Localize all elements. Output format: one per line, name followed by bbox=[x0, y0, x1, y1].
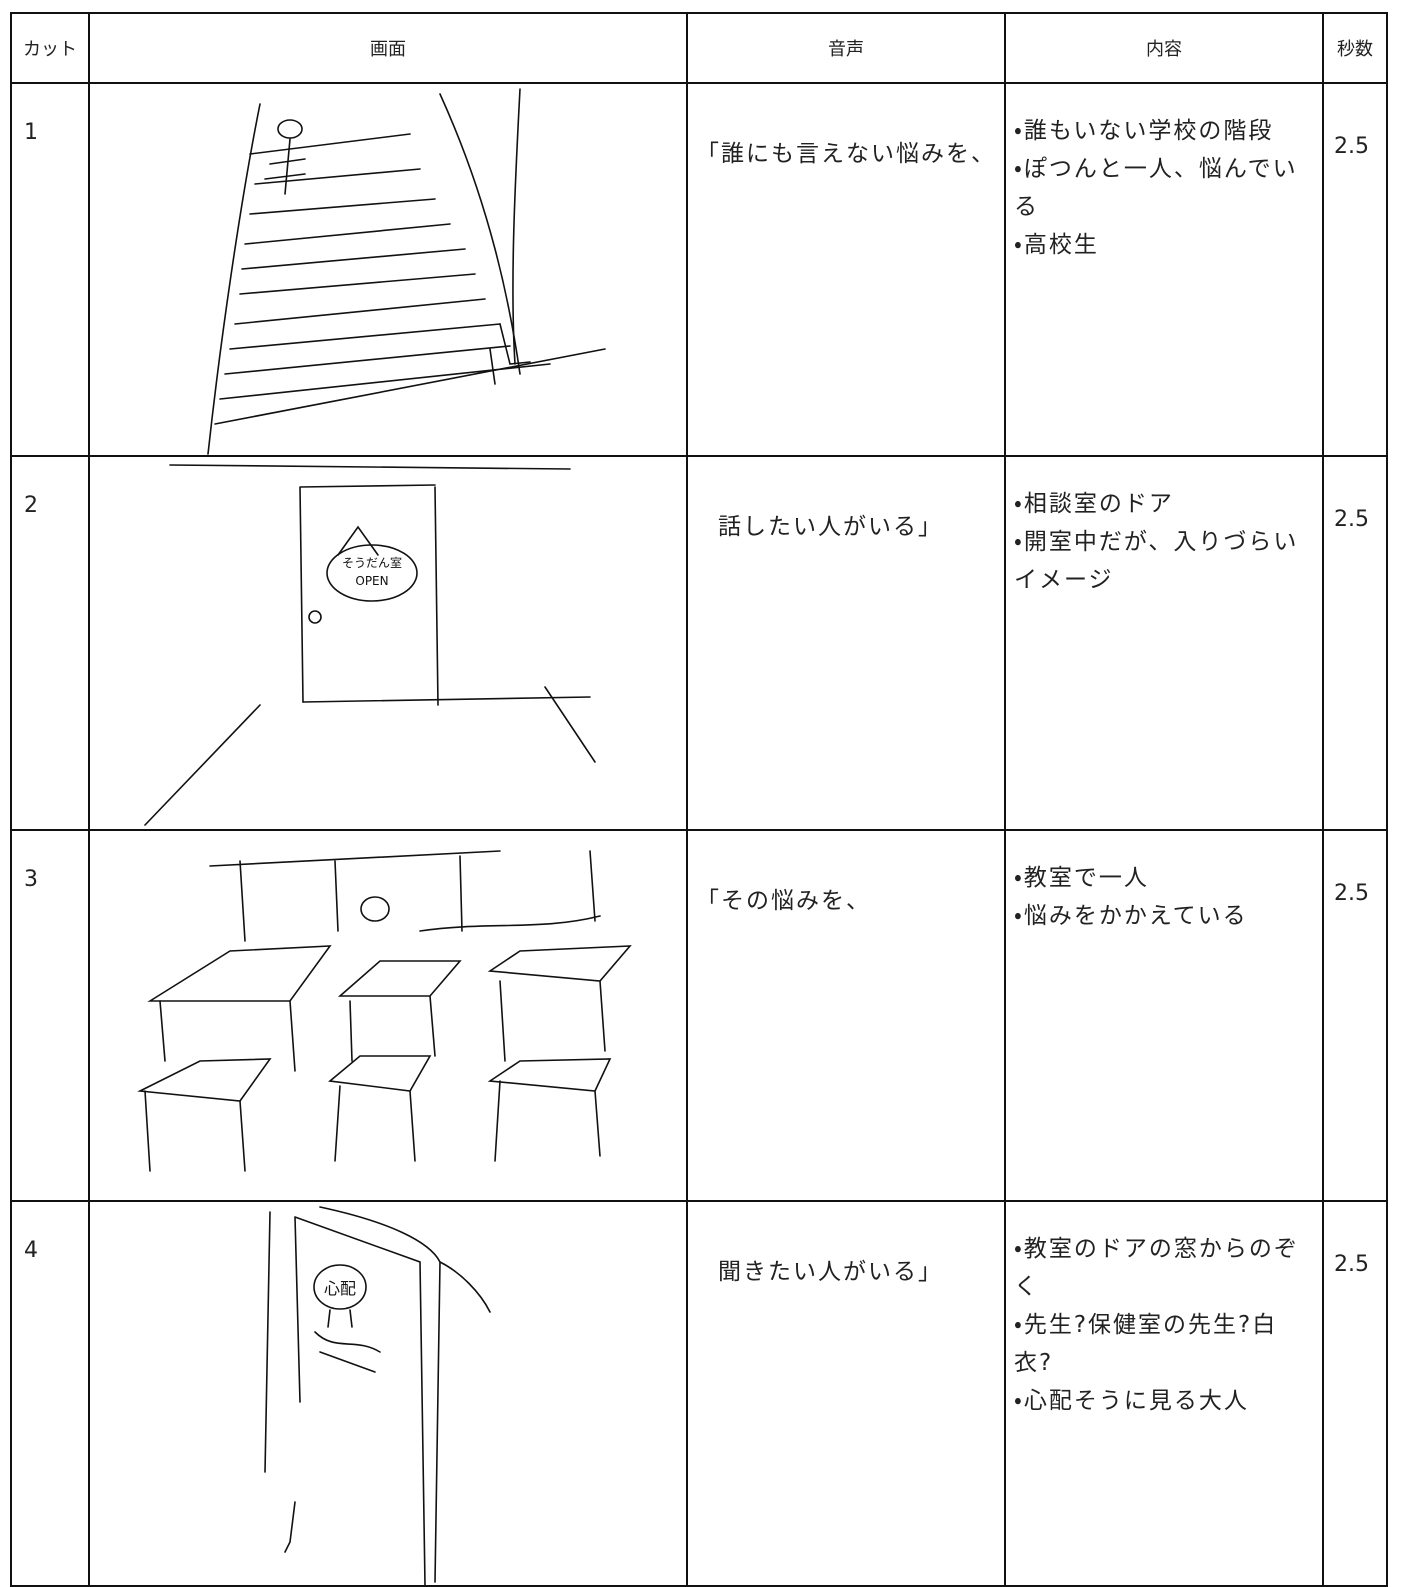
content-line: ・開室中だが、入りづらいイメージ bbox=[1014, 529, 1299, 593]
sketch-text: 心配 bbox=[324, 1279, 356, 1298]
row: 3 「その悩みを、 ・教室で一人 ・悩みをかかえている 2.5 bbox=[10, 829, 1388, 1202]
storyboard-table: カット 画面 音声 内容 秒数 1 「誰にも言えない悩みを、 ・誰もいない学校の… bbox=[10, 12, 1388, 1587]
content-line: ・相談室のドア bbox=[1014, 491, 1174, 517]
header-cell: 画面 bbox=[88, 12, 688, 84]
seconds: 2.5 bbox=[1322, 1200, 1388, 1587]
content-line: ・先生?保健室の先生?白衣? bbox=[1014, 1312, 1278, 1376]
content: ・誰もいない学校の階段 ・ぽつんと一人、悩んでいる ・高校生 bbox=[1004, 82, 1324, 457]
header-cell: カット bbox=[10, 12, 90, 84]
content-line: ・悩みをかかえている bbox=[1014, 903, 1248, 929]
sketch-cell: そうだん室 OPEN bbox=[88, 455, 688, 831]
header-cell: 内容 bbox=[1004, 12, 1324, 84]
content-line: ・教室で一人 bbox=[1014, 865, 1149, 891]
sketch-classroom bbox=[137, 850, 632, 1172]
content: ・教室のドアの窓からのぞく ・先生?保健室の先生?白衣? ・心配そうに見る大人 bbox=[1004, 1200, 1324, 1587]
voice: 話したい人がいる」 bbox=[686, 455, 1006, 831]
sketch-cell bbox=[88, 82, 688, 457]
header-row: カット 画面 音声 内容 秒数 bbox=[10, 12, 1388, 84]
header-cell: 音声 bbox=[686, 12, 1006, 84]
sketch-stairs bbox=[207, 88, 606, 455]
voice: 「誰にも言えない悩みを、 bbox=[686, 82, 1006, 457]
cut-number: 1 bbox=[10, 82, 90, 457]
sketch-cell: 心配 bbox=[88, 1200, 688, 1587]
content: ・教室で一人 ・悩みをかかえている bbox=[1004, 829, 1324, 1202]
content-line: ・教室のドアの窓からのぞく bbox=[1014, 1236, 1299, 1300]
content-line: ・高校生 bbox=[1014, 232, 1099, 258]
sketch-cell bbox=[88, 829, 688, 1202]
content: ・相談室のドア ・開室中だが、入りづらいイメージ bbox=[1004, 455, 1324, 831]
content-line: ・ぽつんと一人、悩んでいる bbox=[1014, 156, 1298, 220]
voice: 「その悩みを、 bbox=[686, 829, 1006, 1202]
sketch-door: そうだん室 OPEN bbox=[144, 464, 596, 826]
content-line: ・心配そうに見る大人 bbox=[1014, 1388, 1249, 1414]
cut-number: 2 bbox=[10, 455, 90, 831]
content-line: ・誰もいない学校の階段 bbox=[1014, 118, 1274, 144]
sketch-door-window: 心配 bbox=[264, 1206, 491, 1585]
seconds: 2.5 bbox=[1322, 82, 1388, 457]
voice: 聞きたい人がいる」 bbox=[686, 1200, 1006, 1587]
row: 4 心配 聞きたい人がいる」 ・教室のドアの窓からのぞく ・先生?保健室の先生?… bbox=[10, 1200, 1388, 1587]
seconds: 2.5 bbox=[1322, 455, 1388, 831]
row: 2 そうだん室 OPEN 話したい人がいる」 ・相談室のドア ・開室中だが、入り… bbox=[10, 455, 1388, 831]
row: 1 「誰にも言えない悩みを、 ・誰もいない学校の階段 ・ぽつんと一人、悩んでいる… bbox=[10, 82, 1388, 457]
header-cell: 秒数 bbox=[1322, 12, 1388, 84]
sketch-text: そうだん室 bbox=[342, 556, 402, 570]
cut-number: 4 bbox=[10, 1200, 90, 1587]
sketch-text: OPEN bbox=[355, 574, 388, 588]
seconds: 2.5 bbox=[1322, 829, 1388, 1202]
cut-number: 3 bbox=[10, 829, 90, 1202]
